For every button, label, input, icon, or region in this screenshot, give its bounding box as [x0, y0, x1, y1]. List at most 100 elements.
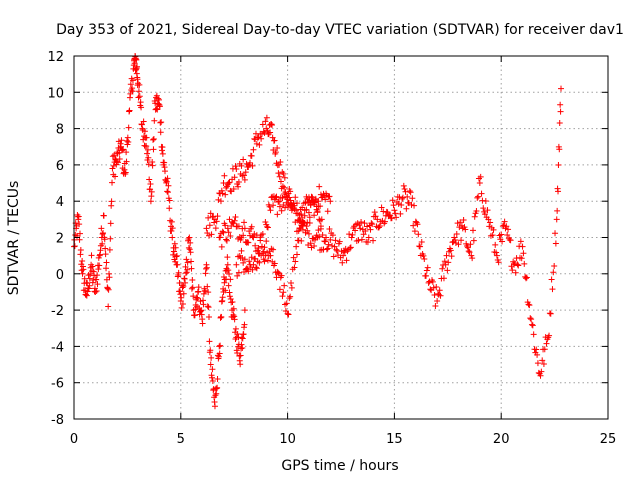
data-point	[454, 220, 461, 227]
data-point	[204, 303, 211, 310]
data-point	[233, 261, 240, 268]
data-point	[159, 150, 166, 157]
data-point	[230, 305, 237, 312]
data-point	[305, 209, 312, 216]
data-point	[423, 267, 430, 274]
data-point	[264, 223, 271, 230]
data-point	[227, 233, 234, 240]
data-point	[166, 205, 173, 212]
data-point	[225, 282, 232, 289]
data-point	[307, 240, 314, 247]
data-point	[312, 197, 319, 204]
data-point	[371, 209, 378, 216]
data-point	[242, 169, 249, 176]
data-point	[219, 294, 226, 301]
data-point	[301, 212, 308, 219]
data-point	[368, 220, 375, 227]
data-point	[338, 248, 345, 255]
data-point	[280, 289, 287, 296]
data-point	[168, 218, 175, 225]
y-tick-label: 4	[56, 195, 64, 210]
data-point	[260, 128, 267, 135]
data-point	[283, 300, 290, 307]
data-point	[203, 225, 210, 232]
data-point	[278, 272, 285, 279]
data-point	[252, 255, 259, 262]
data-point	[451, 234, 458, 241]
data-point	[259, 231, 266, 238]
data-point	[218, 187, 225, 194]
data-point	[212, 225, 219, 232]
data-point	[462, 226, 469, 233]
data-point	[187, 249, 194, 256]
data-point	[411, 228, 418, 235]
data-point	[158, 119, 165, 126]
data-point	[434, 298, 441, 305]
data-point	[197, 298, 204, 305]
data-point	[264, 224, 271, 231]
data-point	[115, 159, 122, 166]
data-point	[481, 211, 488, 218]
data-point	[164, 175, 171, 182]
data-point	[548, 276, 555, 283]
data-point	[471, 213, 478, 220]
data-point	[245, 268, 252, 275]
data-point	[166, 197, 173, 204]
x-tick-label: 20	[493, 432, 510, 447]
data-point	[98, 225, 105, 232]
data-point	[402, 188, 409, 195]
data-point	[202, 287, 209, 294]
data-point	[406, 187, 413, 194]
data-point	[159, 144, 166, 151]
data-point	[538, 368, 545, 375]
data-point	[179, 284, 186, 291]
data-point	[238, 334, 245, 341]
data-point	[267, 129, 274, 136]
data-point	[109, 179, 116, 186]
data-point	[193, 294, 200, 301]
data-point	[261, 244, 268, 251]
data-point	[268, 121, 275, 128]
data-point	[179, 301, 186, 308]
data-point	[401, 185, 408, 192]
data-point	[205, 314, 212, 321]
data-point	[410, 222, 417, 229]
data-point	[305, 194, 312, 201]
data-point	[199, 320, 206, 327]
data-point	[225, 229, 232, 236]
data-point	[537, 372, 544, 379]
data-point	[557, 101, 564, 108]
data-point	[429, 278, 436, 285]
data-point	[444, 267, 451, 274]
data-point	[262, 219, 269, 226]
data-point	[275, 269, 282, 276]
data-point	[518, 255, 525, 262]
data-point	[259, 121, 266, 128]
data-point	[272, 149, 279, 156]
data-point	[316, 233, 323, 240]
data-point	[523, 274, 530, 281]
data-point	[504, 231, 511, 238]
data-point	[290, 254, 297, 261]
data-points	[71, 53, 565, 410]
data-point	[282, 204, 289, 211]
data-point	[347, 244, 354, 251]
data-point	[150, 146, 157, 153]
data-point	[264, 257, 271, 264]
data-point	[144, 150, 151, 157]
data-point	[189, 284, 196, 291]
data-point	[439, 265, 446, 272]
data-point	[235, 334, 242, 341]
data-point	[346, 245, 353, 252]
data-point	[556, 120, 563, 127]
data-point	[106, 246, 113, 253]
data-point	[253, 265, 260, 272]
data-point	[399, 194, 406, 201]
data-point	[361, 220, 368, 227]
data-point	[223, 236, 230, 243]
data-point	[465, 248, 472, 255]
data-point	[332, 237, 339, 244]
data-point	[163, 178, 170, 185]
data-point	[466, 249, 473, 256]
data-point	[258, 243, 265, 250]
